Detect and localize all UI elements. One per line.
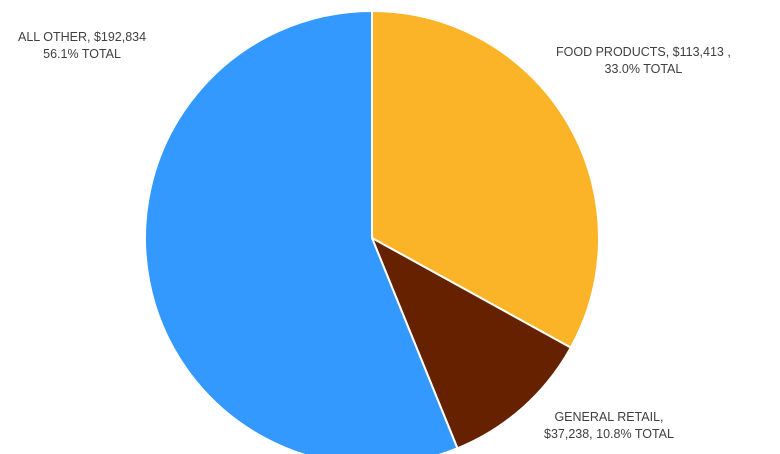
data-label-all-other: ALL OTHER, $192,834 56.1% TOTAL bbox=[18, 29, 146, 63]
data-label-general-retail: GENERAL RETAIL, $37,238, 10.8% TOTAL bbox=[544, 409, 674, 443]
data-label-food-products-line2: 33.0% TOTAL bbox=[604, 62, 683, 76]
data-label-food-products: FOOD PRODUCTS, $113,413 , 33.0% TOTAL bbox=[556, 44, 731, 78]
data-label-food-products-line1: FOOD PRODUCTS, $113,413 , bbox=[556, 45, 731, 59]
pie-slice-all-other bbox=[144, 10, 459, 454]
data-label-all-other-line2: 56.1% TOTAL bbox=[43, 47, 121, 61]
pie-slice-food-products bbox=[371, 10, 600, 349]
pie-slice-general-retail bbox=[371, 237, 572, 450]
data-label-general-retail-line1: GENERAL RETAIL, bbox=[554, 410, 664, 424]
data-label-general-retail-line2: $37,238, 10.8% TOTAL bbox=[544, 427, 674, 441]
data-label-all-other-line1: ALL OTHER, $192,834 bbox=[18, 30, 147, 44]
